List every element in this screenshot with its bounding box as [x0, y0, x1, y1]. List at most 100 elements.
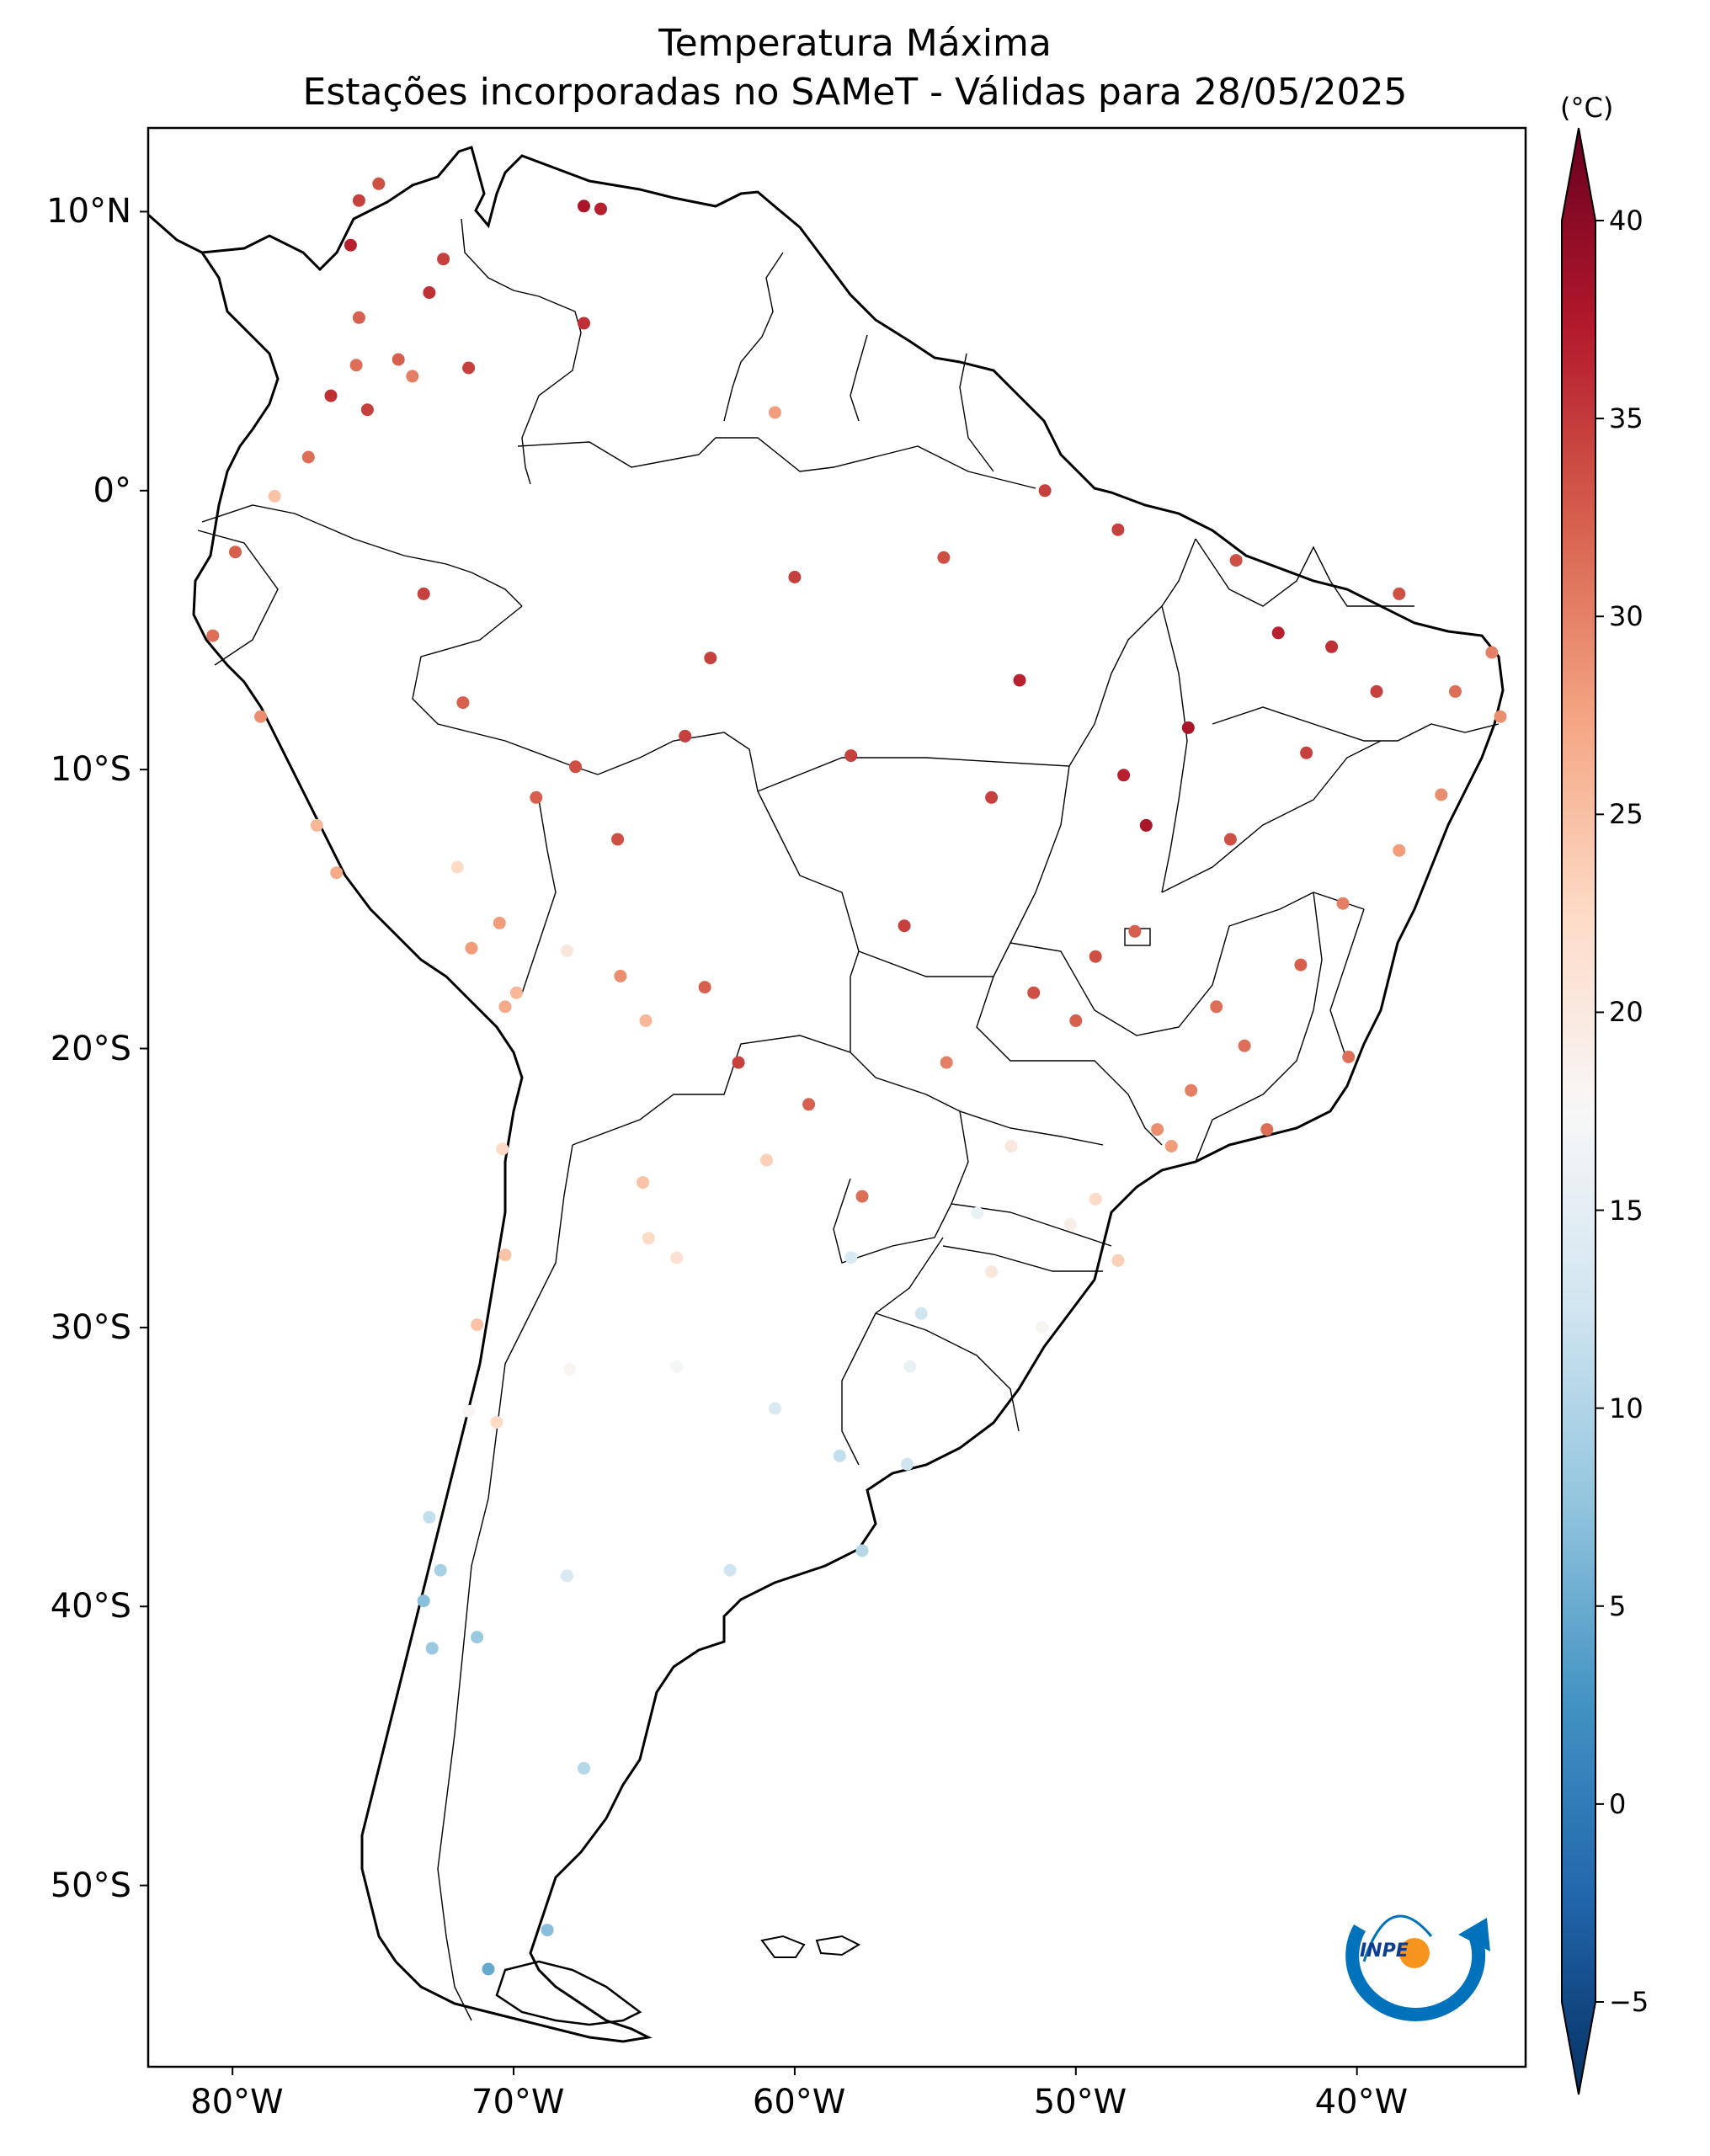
- station-marker: [1164, 1140, 1178, 1153]
- station-marker: [406, 370, 419, 383]
- station-marker: [1370, 684, 1383, 698]
- station-markers: [206, 177, 1507, 1976]
- logo-arrow: [1458, 1918, 1490, 1951]
- logo-arc: [1345, 1924, 1486, 2021]
- station-marker: [578, 200, 590, 213]
- lon-tick-label: 50°W: [1033, 2083, 1127, 2121]
- station-marker: [1271, 626, 1285, 640]
- station-marker: [434, 1563, 447, 1577]
- lon-tick-label: 60°W: [752, 2083, 846, 2121]
- station-marker: [1210, 1000, 1223, 1014]
- station-marker: [1038, 484, 1052, 498]
- colorbar-tick-label: 15: [1609, 1194, 1643, 1227]
- station-marker: [509, 986, 523, 999]
- station-marker: [594, 202, 607, 216]
- station-marker: [1260, 1123, 1274, 1137]
- station-marker: [639, 1014, 653, 1027]
- border-guianas: [850, 334, 868, 422]
- station-marker: [903, 1360, 917, 1373]
- station-marker: [844, 1251, 858, 1264]
- station-marker: [372, 177, 386, 190]
- border-brazil-states-6: [1195, 538, 1414, 607]
- station-marker: [901, 1457, 914, 1471]
- border-bolivia-south: [572, 977, 851, 1146]
- station-marker: [642, 1232, 655, 1245]
- station-marker: [1485, 646, 1499, 659]
- station-marker: [450, 860, 464, 874]
- station-marker: [1013, 673, 1026, 687]
- border-brazil-states-11: [942, 1245, 1103, 1272]
- border-brazil-states-2: [1068, 538, 1196, 767]
- border-chile-argentina: [437, 1144, 573, 2021]
- station-marker: [498, 1248, 512, 1262]
- station-marker: [268, 489, 281, 503]
- tierra-del-fuego: [495, 1960, 642, 2026]
- lat-tick-label: 40°S: [50, 1587, 131, 1626]
- map-area: [146, 126, 1527, 2068]
- station-marker: [1223, 833, 1237, 846]
- station-marker: [462, 1404, 476, 1418]
- station-marker: [1069, 1014, 1083, 1027]
- station-marker: [423, 286, 436, 299]
- station-marker: [914, 1307, 928, 1320]
- station-marker: [898, 919, 911, 933]
- colorbar-tick-label: 40: [1609, 205, 1643, 237]
- station-marker: [352, 194, 365, 207]
- station-marker: [578, 317, 590, 330]
- colorbar-tick-label: 20: [1609, 996, 1643, 1029]
- station-marker: [1393, 844, 1406, 857]
- station-marker: [1336, 897, 1350, 910]
- station-marker: [855, 1190, 869, 1203]
- station-marker: [1027, 986, 1041, 999]
- lon-tick-label: 80°W: [190, 2083, 284, 2121]
- border-brazil-states-12: [1195, 892, 1323, 1163]
- border-brazil-states-3: [1161, 605, 1188, 893]
- station-marker: [679, 729, 692, 743]
- border-brazil-uruguay: [875, 1312, 1020, 1432]
- border-venezuela-guyana: [723, 252, 784, 422]
- border-brazil-states-5: [1161, 740, 1382, 893]
- border-brazil-states-7: [1212, 706, 1500, 742]
- station-marker: [971, 1206, 984, 1220]
- station-marker: [498, 1000, 512, 1014]
- colorbar: [1561, 127, 1604, 2095]
- station-marker: [760, 1153, 773, 1167]
- station-marker: [456, 696, 470, 710]
- border-peru-bolivia: [521, 799, 557, 994]
- station-marker: [985, 1265, 999, 1279]
- station-marker: [530, 791, 543, 804]
- border-peru-brazil: [412, 605, 599, 775]
- station-marker: [670, 1251, 684, 1264]
- station-marker: [704, 652, 717, 665]
- colorbar-tick-label: 5: [1609, 1589, 1627, 1622]
- inpe-logo: INPE: [1345, 1914, 1490, 2021]
- border-suriname-fguiana: [959, 353, 994, 472]
- station-marker: [1494, 710, 1507, 723]
- station-marker: [855, 1544, 869, 1557]
- station-marker: [1117, 769, 1131, 782]
- station-marker: [844, 749, 858, 763]
- station-marker: [940, 1056, 953, 1069]
- station-marker: [360, 403, 374, 417]
- station-marker: [563, 1363, 577, 1376]
- falkland-islands: [760, 1935, 861, 1958]
- logo-swirl: [1362, 1914, 1433, 1962]
- station-marker: [496, 1142, 509, 1156]
- station-marker: [1151, 1123, 1164, 1137]
- station-marker: [1435, 788, 1448, 801]
- chart-title-line2: Estações incorporadas no SAMeT - Válidas…: [302, 71, 1408, 114]
- station-marker: [569, 760, 582, 774]
- station-marker: [392, 353, 405, 366]
- station-marker: [330, 866, 344, 880]
- lat-tick-label: 10°S: [50, 750, 131, 790]
- station-marker: [833, 1449, 846, 1462]
- station-marker: [425, 1642, 439, 1655]
- station-marker: [1325, 640, 1339, 653]
- border-paraguay: [833, 1051, 969, 1264]
- station-marker: [1342, 1051, 1356, 1063]
- station-marker: [1128, 924, 1142, 938]
- station-marker: [614, 969, 627, 982]
- station-marker: [1139, 818, 1153, 832]
- station-marker: [769, 406, 781, 419]
- station-marker: [471, 1318, 484, 1332]
